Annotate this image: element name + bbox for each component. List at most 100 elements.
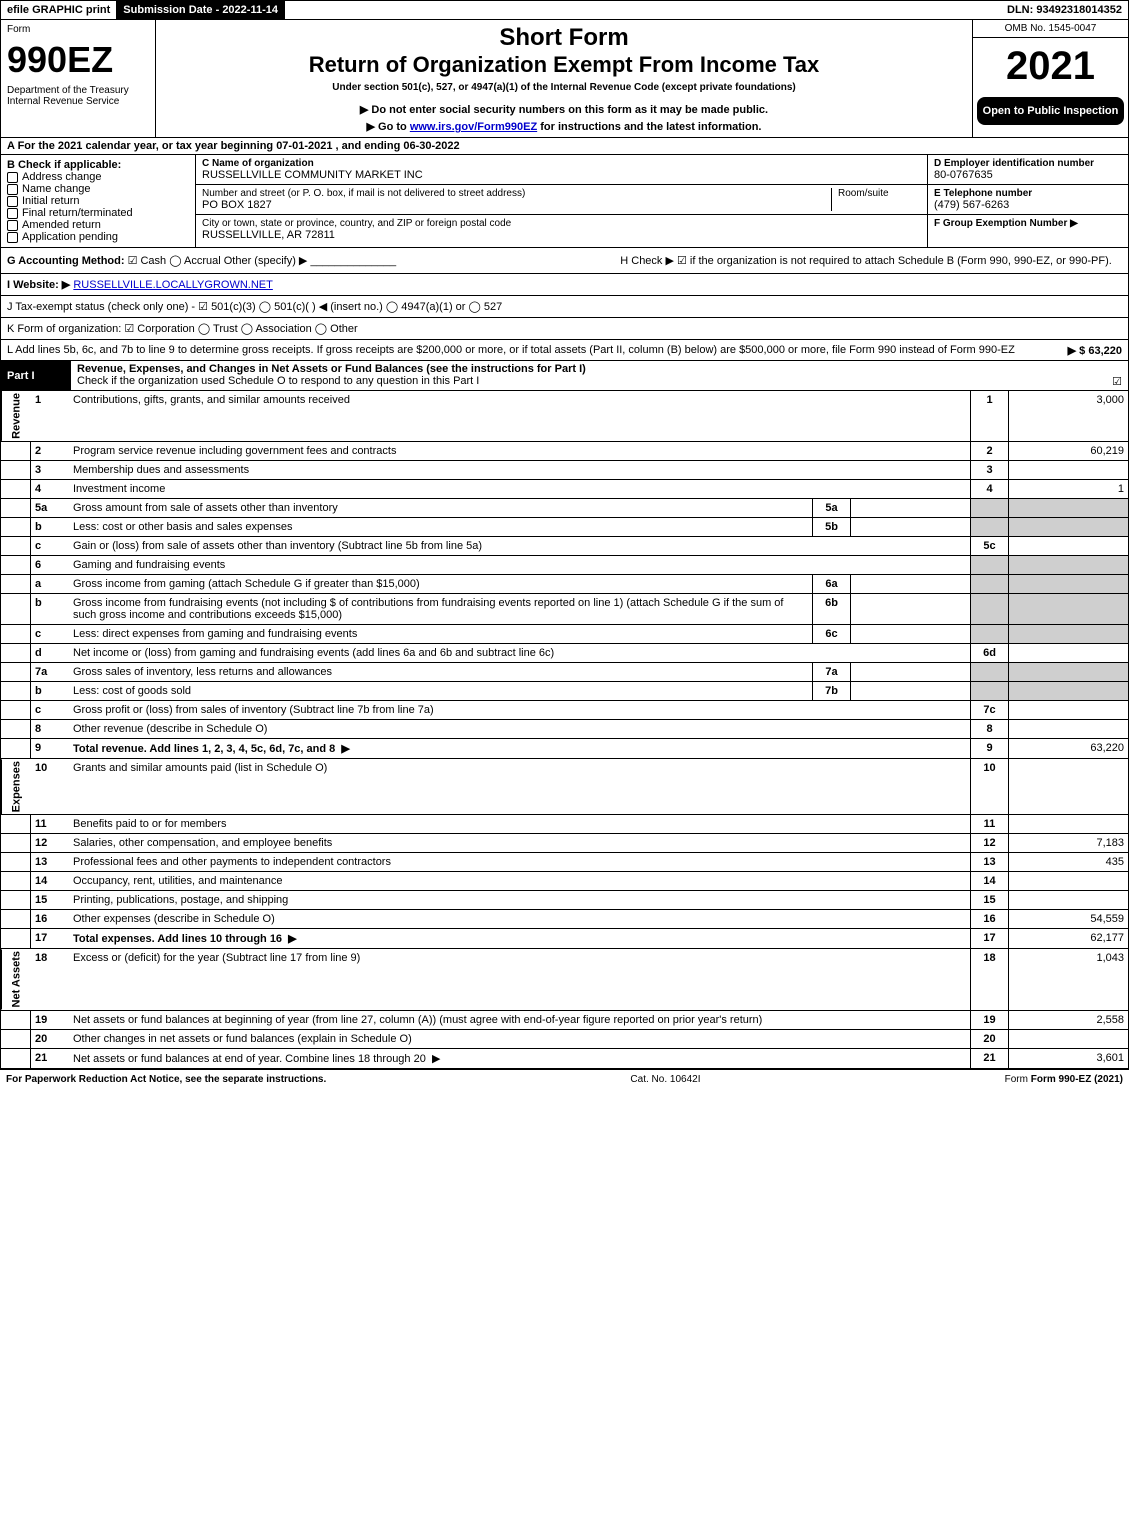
right-amt: 60,219 bbox=[1008, 442, 1128, 460]
b-opt-address[interactable]: Address change bbox=[7, 171, 189, 183]
side-spacer bbox=[1, 442, 31, 460]
line-row: 13 Professional fees and other payments … bbox=[0, 853, 1129, 872]
side-spacer bbox=[1, 739, 31, 758]
right-amt bbox=[1008, 872, 1128, 890]
f-label: F Group Exemption Number ▶ bbox=[934, 218, 1122, 229]
under-section: Under section 501(c), 527, or 4947(a)(1)… bbox=[166, 82, 962, 93]
line-num: 4 bbox=[31, 480, 69, 498]
g-other[interactable]: Other (specify) ▶ bbox=[224, 255, 308, 267]
g-cash[interactable]: Cash bbox=[128, 255, 167, 267]
line-num: 2 bbox=[31, 442, 69, 460]
line-row: 4 Investment income 4 1 bbox=[0, 480, 1129, 499]
line-num: 11 bbox=[31, 815, 69, 833]
checkbox-icon bbox=[7, 196, 18, 207]
line-text: Occupancy, rent, utilities, and maintena… bbox=[69, 872, 970, 890]
dln-label: DLN: 93492318014352 bbox=[1001, 1, 1128, 19]
part1-header: Part I Revenue, Expenses, and Changes in… bbox=[0, 361, 1129, 391]
line-text: Gross amount from sale of assets other t… bbox=[69, 499, 812, 517]
header-left: Form 990EZ Department of the Treasury In… bbox=[1, 20, 156, 137]
website-link[interactable]: RUSSELLVILLE.LOCALLYGROWN.NET bbox=[73, 279, 273, 291]
footer-right: Form Form 990-EZ (2021) bbox=[1005, 1074, 1123, 1085]
line-row: 21 Net assets or fund balances at end of… bbox=[0, 1049, 1129, 1069]
sub-amt bbox=[850, 499, 970, 517]
right-num: 4 bbox=[970, 480, 1008, 498]
line-row: Revenue 1 Contributions, gifts, grants, … bbox=[0, 391, 1129, 442]
right-amt: 62,177 bbox=[1008, 929, 1128, 948]
line-text: Excess or (deficit) for the year (Subtra… bbox=[69, 949, 970, 1009]
l-text: L Add lines 5b, 6c, and 7b to line 9 to … bbox=[7, 344, 1015, 356]
right-num: 9 bbox=[970, 739, 1008, 758]
line-a: A For the 2021 calendar year, or tax yea… bbox=[0, 138, 1129, 155]
sub-amt bbox=[850, 575, 970, 593]
tax-year: 2021 bbox=[973, 38, 1128, 95]
right-num: 20 bbox=[970, 1030, 1008, 1048]
line-row: b Less: cost of goods sold 7b bbox=[0, 682, 1129, 701]
line-text: Contributions, gifts, grants, and simila… bbox=[69, 391, 970, 441]
line-text: Salaries, other compensation, and employ… bbox=[69, 834, 970, 852]
sub-num: 6c bbox=[812, 625, 850, 643]
line-num: 1 bbox=[31, 391, 69, 441]
right-num: 21 bbox=[970, 1049, 1008, 1068]
right-amt: 3,601 bbox=[1008, 1049, 1128, 1068]
sub-num: 5a bbox=[812, 499, 850, 517]
right-num: 13 bbox=[970, 853, 1008, 871]
part1-desc: Revenue, Expenses, and Changes in Net As… bbox=[77, 363, 586, 375]
form-header: Form 990EZ Department of the Treasury In… bbox=[0, 20, 1129, 138]
part1-label: Part I bbox=[1, 361, 71, 390]
line-text: Membership dues and assessments bbox=[69, 461, 970, 479]
d-label: D Employer identification number bbox=[934, 158, 1122, 169]
i-label: I Website: ▶ bbox=[7, 279, 70, 291]
line-row: c Less: direct expenses from gaming and … bbox=[0, 625, 1129, 644]
line-num: 13 bbox=[31, 853, 69, 871]
line-row: 9 Total revenue. Add lines 1, 2, 3, 4, 5… bbox=[0, 739, 1129, 759]
c-city-block: City or town, state or province, country… bbox=[196, 215, 927, 244]
line-text: Total expenses. Add lines 10 through 16 … bbox=[69, 929, 970, 948]
irs-link[interactable]: www.irs.gov/Form990EZ bbox=[410, 121, 537, 133]
line-text: Less: direct expenses from gaming and fu… bbox=[69, 625, 812, 643]
section-c: C Name of organization RUSSELLVILLE COMM… bbox=[196, 155, 928, 247]
side-spacer bbox=[1, 625, 31, 643]
right-amt: 54,559 bbox=[1008, 910, 1128, 928]
side-spacer bbox=[1, 682, 31, 700]
line-num: 10 bbox=[31, 759, 69, 814]
b-opt-amended[interactable]: Amended return bbox=[7, 219, 189, 231]
tel-value: (479) 567-6263 bbox=[934, 199, 1122, 211]
right-amt: 2,558 bbox=[1008, 1011, 1128, 1029]
line-text: Gross income from fundraising events (no… bbox=[69, 594, 812, 624]
right-amt bbox=[1008, 701, 1128, 719]
line-row: 6 Gaming and fundraising events bbox=[0, 556, 1129, 575]
line-row: b Gross income from fundraising events (… bbox=[0, 594, 1129, 625]
line-row: 14 Occupancy, rent, utilities, and maint… bbox=[0, 872, 1129, 891]
g-accrual[interactable]: ◯ Accrual bbox=[169, 255, 220, 267]
expenses-section: Expenses 10 Grants and similar amounts p… bbox=[0, 759, 1129, 949]
b-opt-initial[interactable]: Initial return bbox=[7, 195, 189, 207]
line-num: 5a bbox=[31, 499, 69, 517]
line-num: c bbox=[31, 701, 69, 719]
line-num: 18 bbox=[31, 949, 69, 1009]
form-label: Form bbox=[7, 24, 149, 35]
line-text: Other revenue (describe in Schedule O) bbox=[69, 720, 970, 738]
f-block: F Group Exemption Number ▶ bbox=[928, 215, 1128, 232]
right-amt bbox=[1008, 537, 1128, 555]
b-opt-pending[interactable]: Application pending bbox=[7, 231, 189, 243]
right-amt: 7,183 bbox=[1008, 834, 1128, 852]
line-num: 8 bbox=[31, 720, 69, 738]
line-num: b bbox=[31, 518, 69, 536]
line-text: Other expenses (describe in Schedule O) bbox=[69, 910, 970, 928]
part1-desc-block: Revenue, Expenses, and Changes in Net As… bbox=[71, 361, 1128, 390]
line-num: b bbox=[31, 682, 69, 700]
side-spacer bbox=[1, 720, 31, 738]
line-row: 2 Program service revenue including gove… bbox=[0, 442, 1129, 461]
b-opt-name[interactable]: Name change bbox=[7, 183, 189, 195]
line-text: Gross sales of inventory, less returns a… bbox=[69, 663, 812, 681]
side-spacer bbox=[1, 556, 31, 574]
b-opt-final[interactable]: Final return/terminated bbox=[7, 207, 189, 219]
line-row: 5a Gross amount from sale of assets othe… bbox=[0, 499, 1129, 518]
sub-num: 7b bbox=[812, 682, 850, 700]
room-suite-label: Room/suite bbox=[831, 188, 921, 211]
line-text: Net assets or fund balances at beginning… bbox=[69, 1011, 970, 1029]
right-amt bbox=[1008, 891, 1128, 909]
page-footer: For Paperwork Reduction Act Notice, see … bbox=[0, 1069, 1129, 1089]
right-amt: 435 bbox=[1008, 853, 1128, 871]
org-name: RUSSELLVILLE COMMUNITY MARKET INC bbox=[202, 169, 921, 181]
